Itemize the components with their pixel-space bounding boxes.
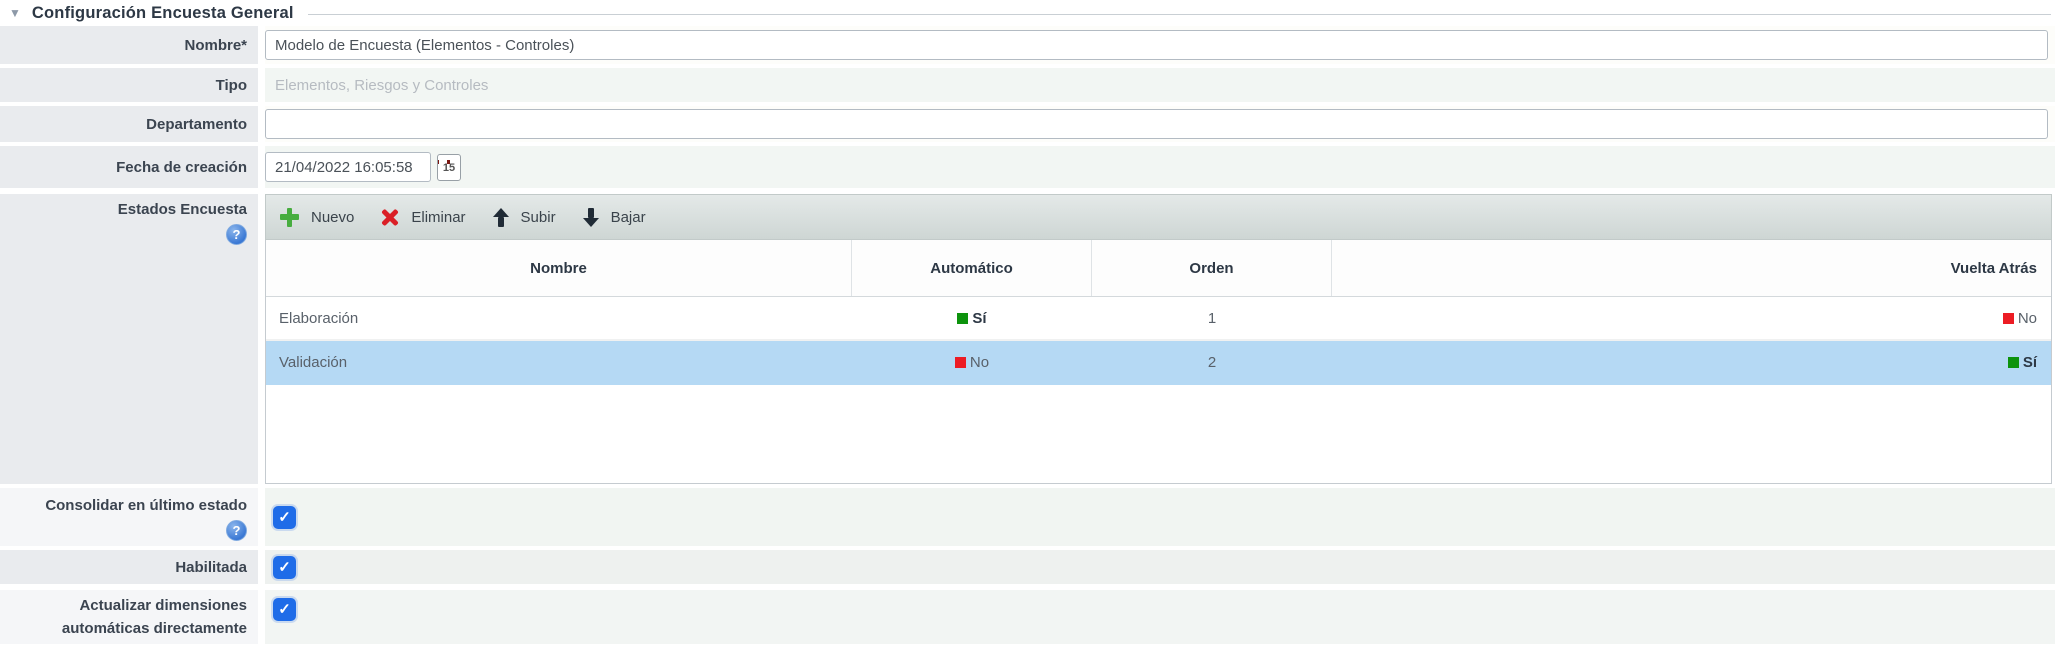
form-row-fecha: Fecha de creación 15 <box>0 146 2055 188</box>
status-square-icon <box>954 356 966 368</box>
nombre-input[interactable] <box>265 30 2048 60</box>
status-square-icon <box>957 312 969 324</box>
legend-divider <box>307 14 2051 15</box>
actualizar-label: Actualizar dimensiones automáticas direc… <box>61 596 247 637</box>
calendar-picker-button[interactable]: 15 <box>437 153 461 181</box>
form-row-departamento: Departamento <box>0 106 2055 142</box>
fecha-input[interactable] <box>265 152 431 182</box>
departamento-label: Departamento <box>0 106 258 142</box>
estados-table: Nombre Automático Orden Vuelta Atrás Ela… <box>265 240 2052 484</box>
status-square-icon <box>2002 312 2014 324</box>
actualizar-checkbox[interactable] <box>273 598 296 621</box>
form-row-consolidar: Consolidar en último estado ? <box>0 488 2055 546</box>
cell-nombre: Elaboración <box>279 309 359 327</box>
arrow-up-icon <box>492 207 509 227</box>
help-icon[interactable]: ? <box>226 224 247 245</box>
bool-badge: Sí <box>2007 354 2037 371</box>
estados-toolbar: Nuevo Eliminar Subir Bajar <box>265 194 2052 240</box>
arrow-down-icon <box>582 207 599 227</box>
departamento-input[interactable] <box>265 109 2048 139</box>
column-header-nombre: Nombre <box>266 240 852 296</box>
form-row-tipo: Tipo Elementos, Riesgos y Controles <box>0 68 2055 102</box>
page-title: Configuración Encuesta General <box>31 3 294 22</box>
estados-label: Estados Encuesta <box>117 201 247 218</box>
subir-button[interactable]: Subir <box>492 207 556 227</box>
estados-grid: Nuevo Eliminar Subir Bajar <box>265 194 2052 484</box>
cell-orden: 1 <box>1207 309 1217 327</box>
table-row[interactable]: Validación No 2 Sí <box>266 341 2051 385</box>
cell-nombre: Validación <box>279 353 348 371</box>
nuevo-button[interactable]: Nuevo <box>280 207 354 227</box>
plus-icon <box>280 207 299 227</box>
form-row-nombre: Nombre* <box>0 26 2055 64</box>
help-icon[interactable]: ? <box>226 520 247 541</box>
column-header-automatico: Automático <box>852 240 1092 296</box>
eliminar-button[interactable]: Eliminar <box>381 208 465 226</box>
cell-orden: 2 <box>1207 353 1217 371</box>
status-square-icon <box>2007 356 2019 368</box>
nombre-label: Nombre* <box>0 26 258 64</box>
form-row-actualizar: Actualizar dimensiones automáticas direc… <box>0 590 2055 644</box>
calendar-icon: 15 <box>442 161 456 174</box>
habilitada-checkbox[interactable] <box>273 555 296 579</box>
consolidar-label: Consolidar en último estado <box>45 497 247 514</box>
delete-x-icon <box>381 208 399 226</box>
collapse-triangle-icon[interactable]: ▼ <box>9 6 21 20</box>
fieldset-legend: ▼ Configuración Encuesta General <box>0 0 2055 26</box>
consolidar-checkbox[interactable] <box>273 505 296 529</box>
table-header-row: Nombre Automático Orden Vuelta Atrás <box>266 240 2051 297</box>
tipo-label: Tipo <box>0 68 258 102</box>
column-header-vuelta-atras: Vuelta Atrás <box>1950 259 2037 277</box>
form-row-estados: Estados Encuesta ? Nuevo Eliminar Sub <box>0 194 2055 484</box>
form-row-habilitada: Habilitada <box>0 550 2055 584</box>
column-header-orden: Orden <box>1092 240 1332 296</box>
habilitada-label: Habilitada <box>0 550 258 584</box>
bool-badge: No <box>2002 310 2037 327</box>
table-row[interactable]: Elaboración Sí 1 No <box>266 297 2051 341</box>
bajar-button[interactable]: Bajar <box>582 207 646 227</box>
bool-badge: Sí <box>957 310 987 327</box>
table-empty-area <box>266 385 2051 483</box>
bool-badge: No <box>954 354 989 371</box>
tipo-value: Elementos, Riesgos y Controles <box>275 76 489 94</box>
fecha-label: Fecha de creación <box>0 146 258 188</box>
